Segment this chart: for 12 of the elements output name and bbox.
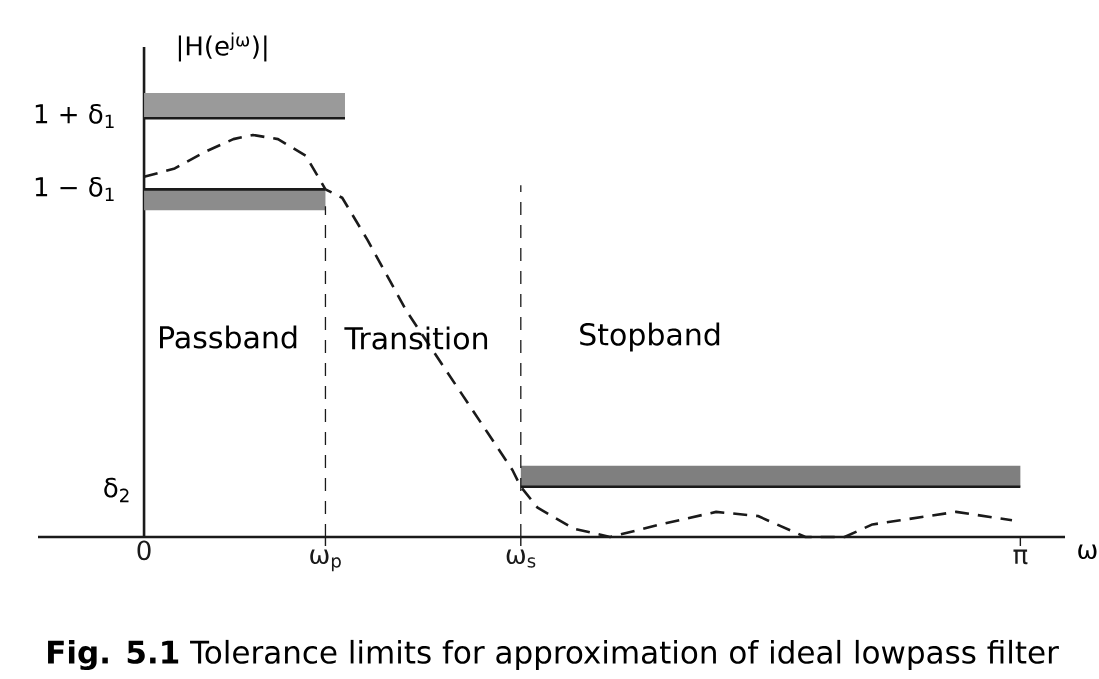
annotation: δ$_{2}$	[104, 477, 129, 503]
y-axis-title: |H(e$^{jω}$)|	[178, 32, 267, 62]
annotation: 1 − δ$_{1}$	[35, 176, 114, 202]
x-tick-label: ω$_{p}$	[310, 549, 341, 572]
text: Fig. 5.1 Tolerance limits for approximation of ideal lowpass filter	[48, 639, 1059, 671]
annotation: 1 + δ$_{1}$	[35, 103, 114, 129]
annotation: Stopband	[580, 322, 720, 352]
x-tick-label: 0	[137, 540, 151, 561]
x-tick-label: π	[1013, 549, 1028, 565]
x-axis-title: ω	[1078, 544, 1097, 560]
x-tick-label: ω$_{s}$	[506, 549, 536, 568]
annotation: Passband	[160, 325, 297, 349]
